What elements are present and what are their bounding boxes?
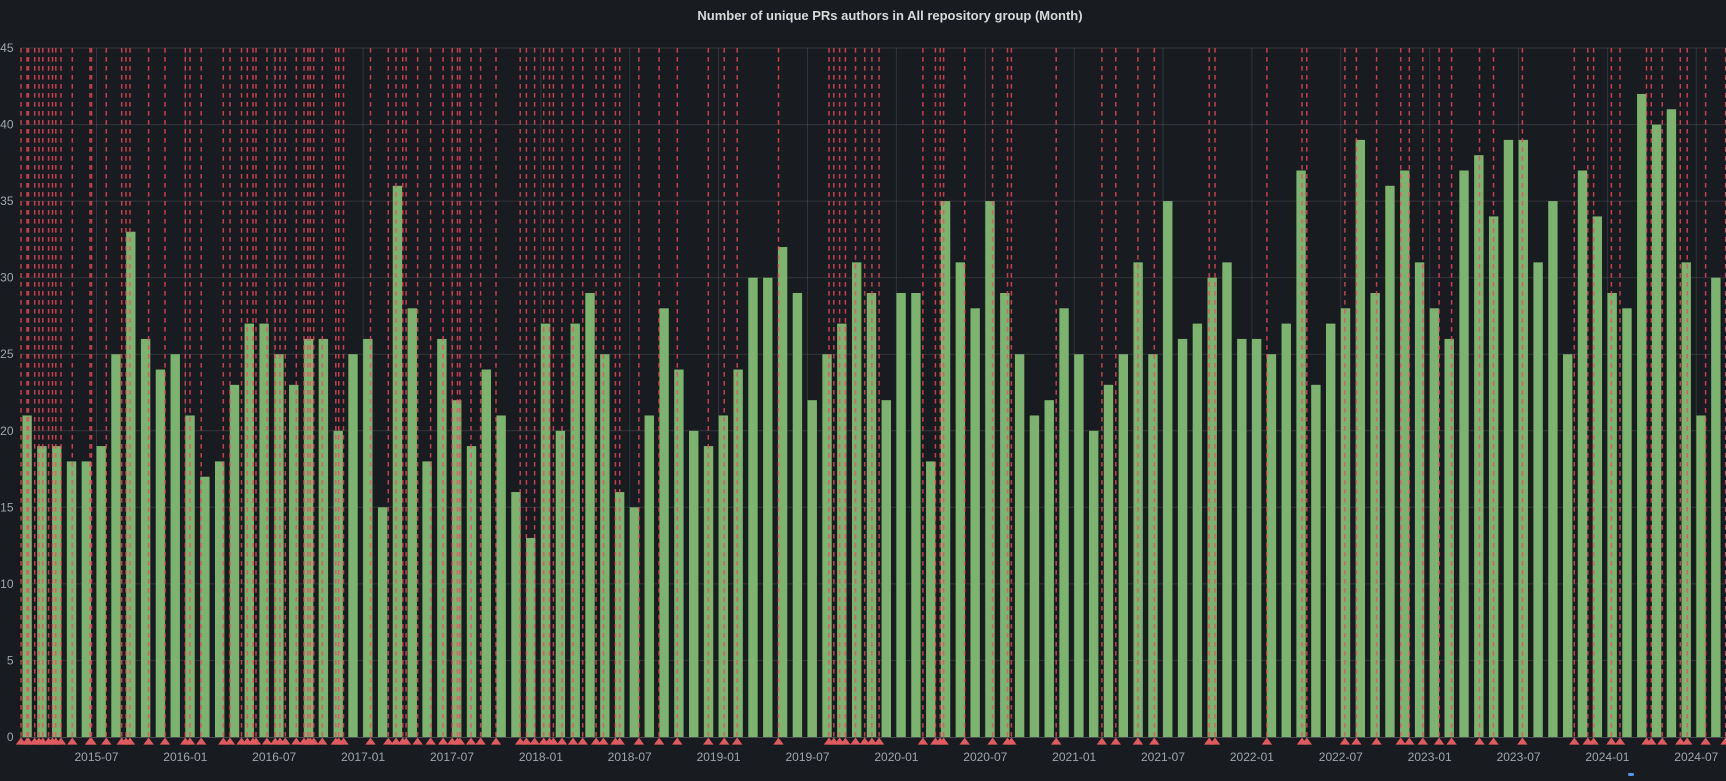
svg-text:2016-07: 2016-07 xyxy=(252,750,296,764)
svg-text:25: 25 xyxy=(0,347,14,361)
svg-text:35: 35 xyxy=(0,194,14,208)
svg-text:10: 10 xyxy=(0,577,14,591)
svg-text:2024-07: 2024-07 xyxy=(1674,750,1718,764)
svg-text:0: 0 xyxy=(7,730,14,744)
svg-text:45: 45 xyxy=(0,41,14,55)
svg-text:2022-01: 2022-01 xyxy=(1230,750,1274,764)
svg-text:Number of unique PRs authors i: Number of unique PRs authors in All repo… xyxy=(697,8,1082,23)
svg-text:2018-01: 2018-01 xyxy=(519,750,563,764)
svg-text:2020-07: 2020-07 xyxy=(963,750,1007,764)
svg-text:2022-07: 2022-07 xyxy=(1319,750,1363,764)
svg-text:2023-01: 2023-01 xyxy=(1408,750,1452,764)
svg-text:15: 15 xyxy=(0,500,14,514)
svg-text:2024-01: 2024-01 xyxy=(1585,750,1629,764)
svg-text:30: 30 xyxy=(0,271,14,285)
svg-text:2019-07: 2019-07 xyxy=(785,750,829,764)
svg-text:2017-01: 2017-01 xyxy=(341,750,385,764)
svg-text:2021-07: 2021-07 xyxy=(1141,750,1185,764)
svg-text:5: 5 xyxy=(7,653,14,667)
svg-text:2019-01: 2019-01 xyxy=(697,750,741,764)
svg-text:2023-07: 2023-07 xyxy=(1497,750,1541,764)
svg-text:40: 40 xyxy=(0,118,14,132)
svg-text:2017-07: 2017-07 xyxy=(430,750,474,764)
svg-text:2021-01: 2021-01 xyxy=(1052,750,1096,764)
svg-text:20: 20 xyxy=(0,424,14,438)
svg-text:2018-07: 2018-07 xyxy=(608,750,652,764)
svg-text:2016-01: 2016-01 xyxy=(163,750,207,764)
svg-text:2020-01: 2020-01 xyxy=(874,750,918,764)
svg-text:2015-07: 2015-07 xyxy=(74,750,118,764)
